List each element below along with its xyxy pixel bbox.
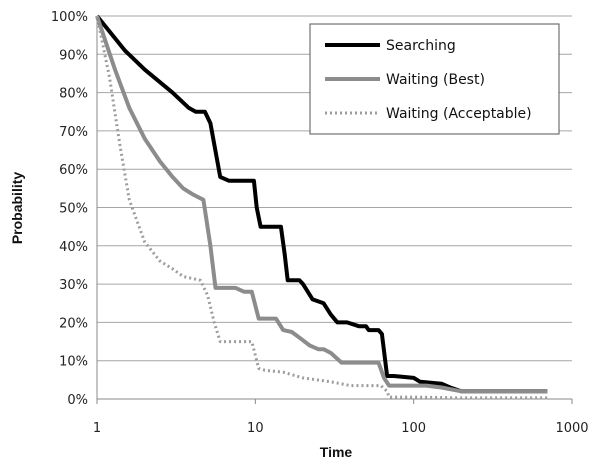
y-axis-title: Probability: [9, 172, 25, 245]
y-tick-label: 90%: [59, 48, 88, 63]
x-tick-labels: 1 10 100 1000: [93, 421, 589, 436]
x-tick-label: 10: [247, 421, 264, 436]
legend-label-waiting-acceptable: Waiting (Acceptable): [386, 106, 532, 122]
y-tick-label: 60%: [59, 163, 88, 178]
y-tick-label: 30%: [59, 278, 88, 293]
series-lines: [95, 14, 548, 400]
series-line-waiting-best: [95, 15, 548, 394]
x-tick-label: 1: [93, 421, 101, 436]
y-tick-label: 20%: [59, 316, 88, 331]
y-tick-label: 100%: [51, 10, 88, 25]
y-tick-label: 40%: [59, 240, 88, 255]
legend-label-searching: Searching: [386, 38, 456, 54]
axes: [96, 16, 573, 404]
series-line-searching: [95, 14, 548, 394]
y-tick-labels: 0% 10% 20% 30% 40% 50% 60% 70% 80% 90% 100%: [51, 10, 88, 408]
legend-label-waiting-best: Waiting (Best): [386, 72, 485, 88]
y-tick-label: 70%: [59, 125, 88, 140]
x-tick-label: 100: [401, 421, 426, 436]
series-line-waiting-acceptable: [95, 15, 548, 400]
legend: Searching Waiting (Best) Waiting (Acceptab…: [309, 23, 560, 135]
legend-box: [309, 23, 560, 135]
x-axis-title: Time: [320, 444, 353, 460]
y-tick-label: 80%: [59, 87, 88, 102]
y-tick-label: 0%: [67, 393, 88, 408]
y-tick-label: 10%: [59, 355, 88, 370]
y-tick-label: 50%: [59, 202, 88, 217]
x-tick-label: 1000: [555, 421, 588, 436]
